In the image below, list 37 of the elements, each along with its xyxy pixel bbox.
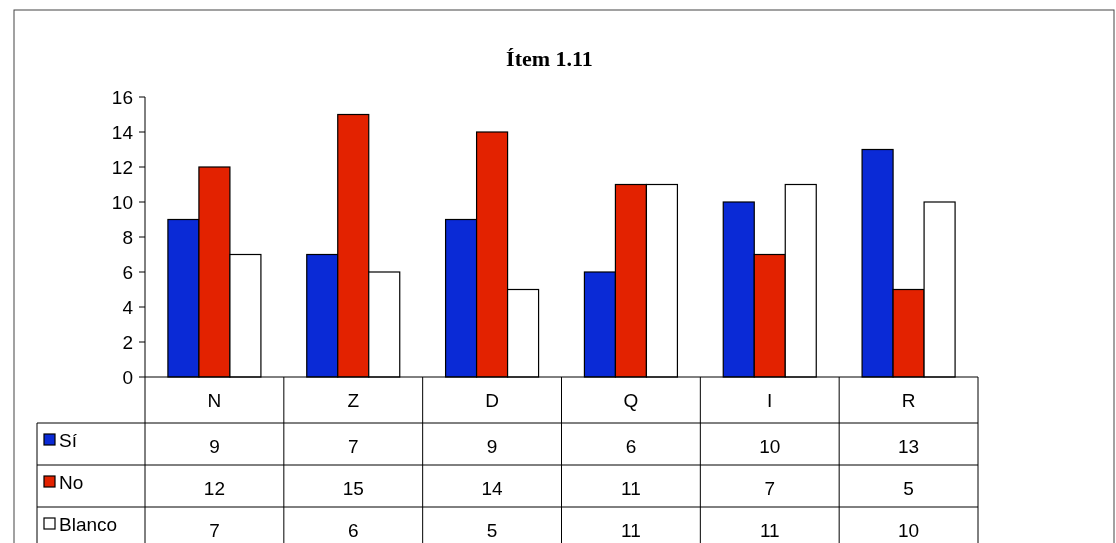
y-tick-label: 6 [122,261,133,283]
data-label: 10 [759,435,781,457]
x-tick-label: N [207,389,222,411]
data-label: 14 [481,477,504,499]
data-label: 11 [621,519,641,541]
y-tick-label: 16 [111,86,133,108]
data-label: 13 [898,435,920,457]
x-tick-label: I [767,389,773,411]
y-tick-label: 0 [122,366,133,388]
legend-label: Blanco [59,513,118,535]
y-tick-label: 2 [122,331,133,353]
data-label: 7 [347,435,359,457]
legend-label: Sí [59,429,78,451]
y-tick-label: 8 [122,226,133,248]
legend-label: No [59,471,84,493]
data-label: 5 [486,519,498,541]
y-tick-label: 14 [111,121,134,143]
data-label: 11 [621,477,641,499]
data-label: 6 [625,435,637,457]
data-label: 5 [903,477,914,499]
data-label: 7 [209,519,220,541]
x-tick-label: R [901,389,916,411]
data-label: 12 [203,477,225,499]
x-tick-label: D [485,389,499,411]
data-label: 10 [898,519,920,541]
data-label: 6 [347,519,359,541]
y-tick-label: 4 [122,296,134,318]
x-tick-label: Q [623,389,639,411]
y-tick-label: 10 [111,191,133,213]
chart-title: Ítem 1.11 [506,46,593,71]
data-label: 9 [486,435,498,457]
data-label: 15 [342,477,364,499]
data-label: 11 [759,519,780,541]
data-label: 9 [209,435,220,457]
data-label: 7 [764,477,776,499]
x-tick-label: Z [347,389,360,411]
y-tick-label: 12 [111,156,133,178]
